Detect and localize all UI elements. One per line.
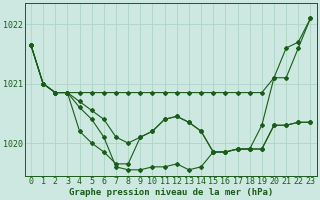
X-axis label: Graphe pression niveau de la mer (hPa): Graphe pression niveau de la mer (hPa) [68,188,273,197]
